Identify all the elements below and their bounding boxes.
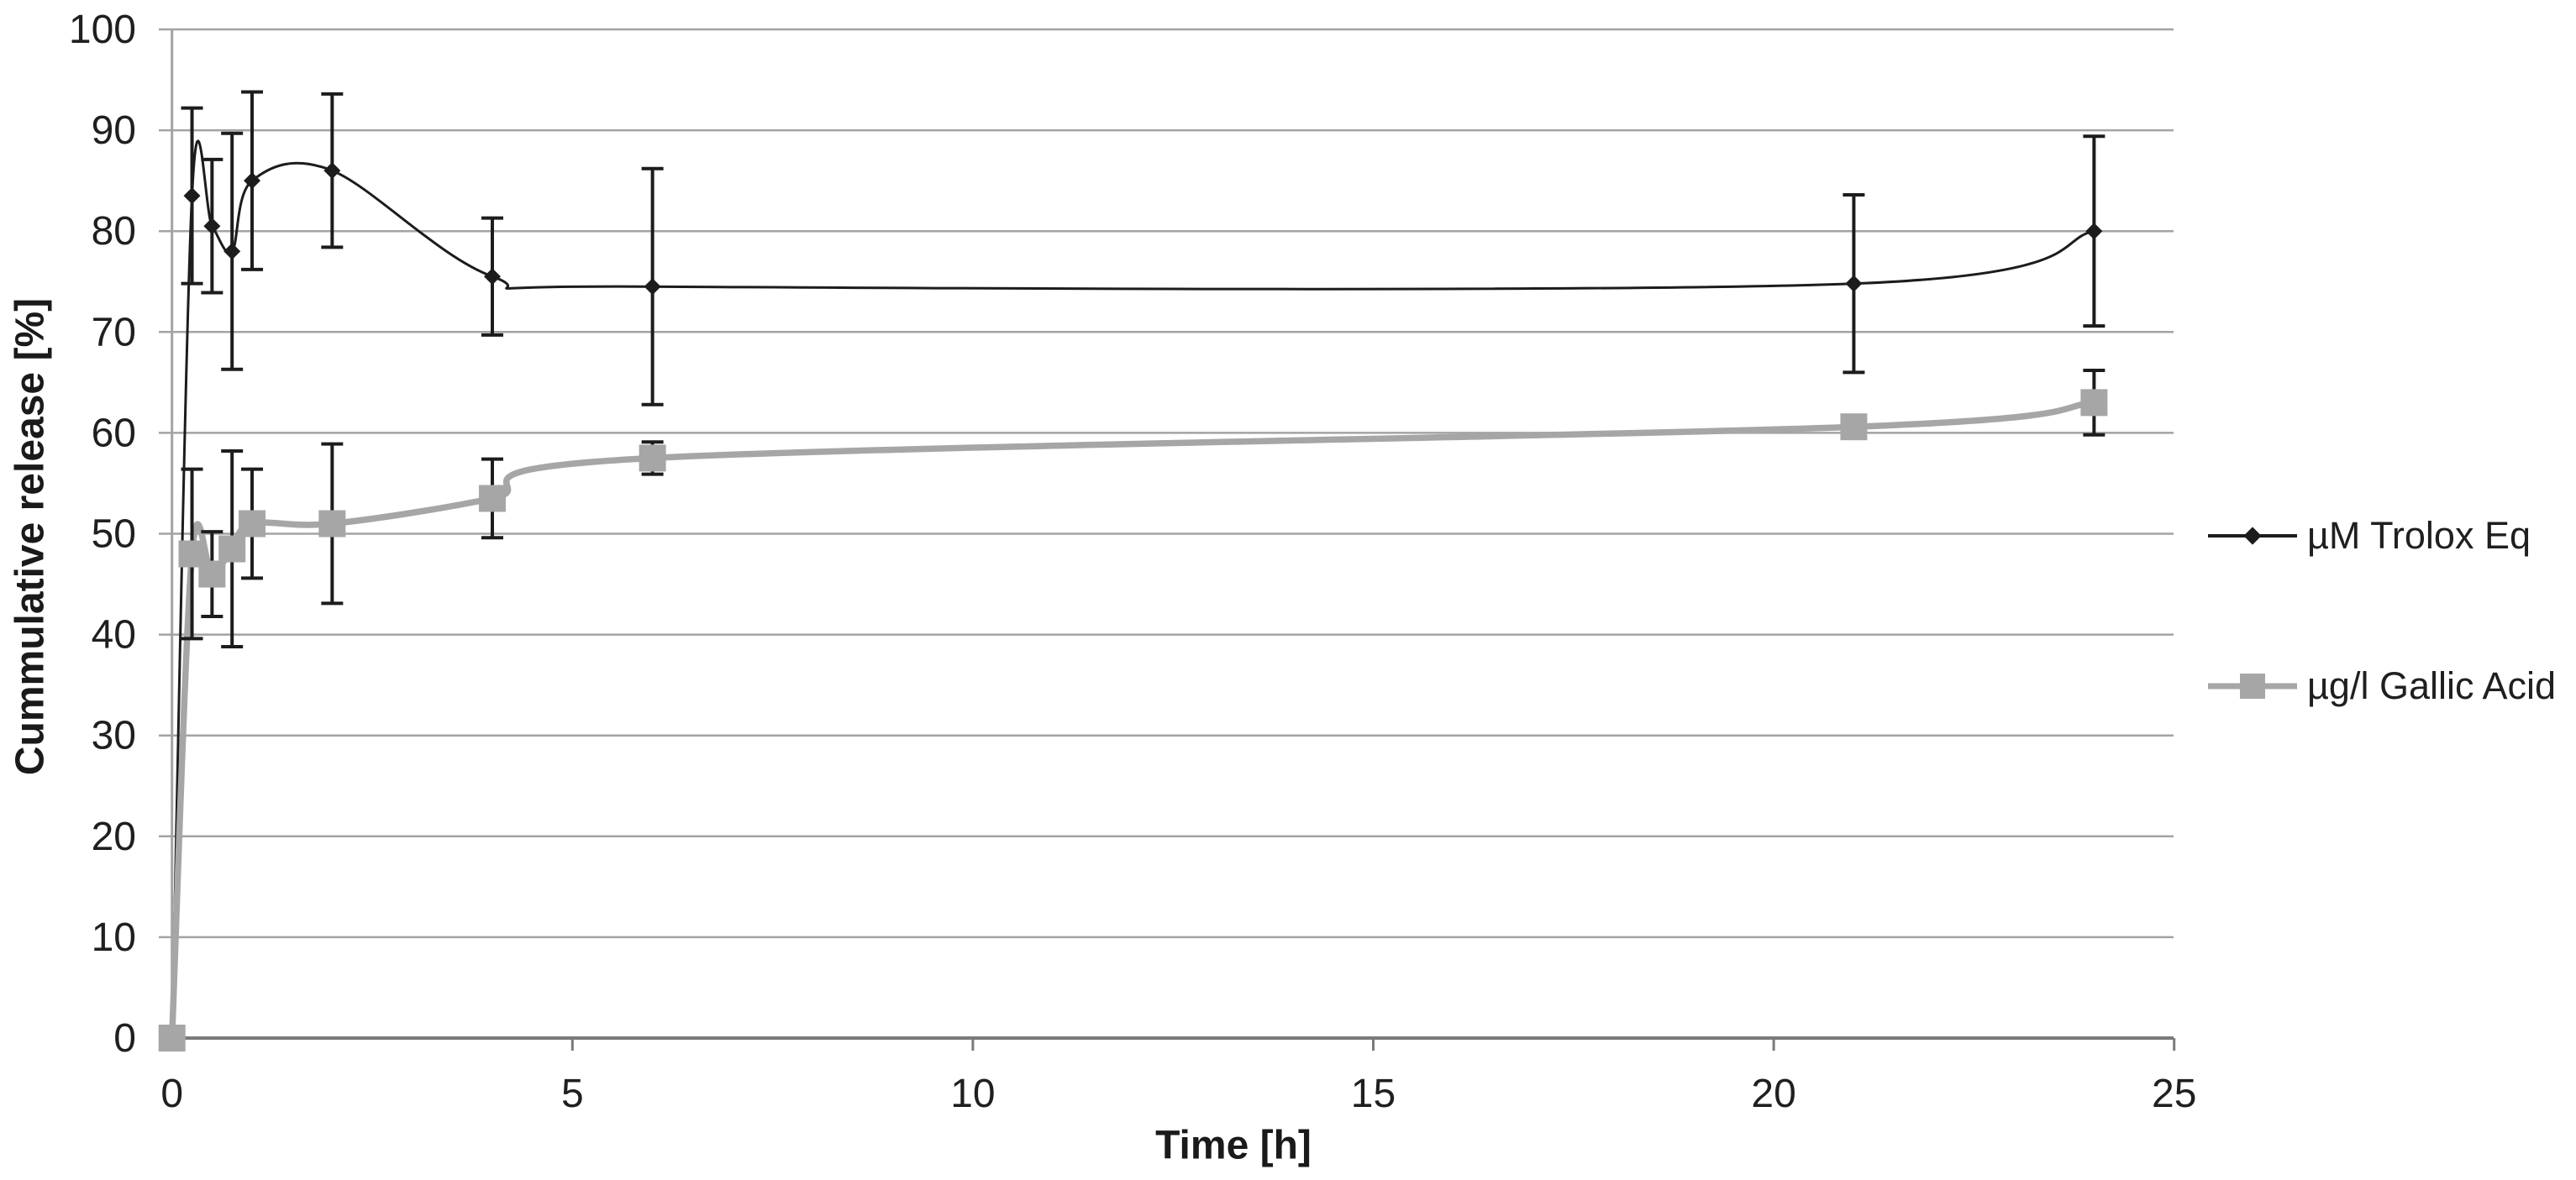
diamond-marker-icon bbox=[483, 268, 501, 286]
diamond-marker-icon bbox=[183, 187, 201, 205]
diamond-marker-icon bbox=[644, 278, 661, 296]
y-tick-label: 0 bbox=[113, 1016, 136, 1061]
x-tick-label: 0 bbox=[160, 1072, 183, 1116]
y-tick-label: 30 bbox=[92, 714, 136, 758]
y-tick-label: 80 bbox=[92, 209, 136, 254]
y-tick-label: 60 bbox=[92, 411, 136, 455]
x-axis-title: Time [h] bbox=[1155, 1123, 1312, 1168]
legend-label-gallic: µg/l Gallic Acid bbox=[2307, 664, 2557, 707]
diamond-marker-icon bbox=[244, 172, 261, 190]
diamond-marker-icon bbox=[323, 162, 341, 180]
x-tick-label: 25 bbox=[2152, 1072, 2196, 1116]
y-tick-label: 20 bbox=[92, 815, 136, 859]
square-marker-icon bbox=[639, 444, 666, 472]
square-marker-icon bbox=[478, 485, 506, 512]
series-trolox-markers bbox=[163, 162, 2103, 1046]
y-tick-label: 10 bbox=[92, 915, 136, 960]
diamond-marker-icon bbox=[2085, 223, 2103, 240]
square-marker-icon bbox=[1840, 413, 1868, 441]
series-gallic-line bbox=[168, 399, 2095, 1039]
legend-label-trolox: µM Trolox Eq bbox=[2307, 514, 2531, 557]
series-trolox-error-bars bbox=[181, 90, 2105, 406]
diamond-marker-icon bbox=[1845, 275, 1863, 292]
x-tick-labels: 0 5 10 15 20 25 bbox=[160, 1072, 2196, 1116]
x-tick-label: 5 bbox=[561, 1072, 584, 1116]
gallic-line-marker-icon bbox=[2208, 661, 2297, 711]
x-tick-label: 10 bbox=[950, 1072, 995, 1116]
y-tick-label: 90 bbox=[92, 108, 136, 153]
series-gallic-markers bbox=[158, 389, 2108, 1052]
square-marker-icon bbox=[2080, 389, 2108, 417]
square-marker-icon bbox=[318, 510, 346, 538]
square-marker-icon bbox=[218, 535, 246, 563]
diamond-marker-icon bbox=[203, 218, 221, 235]
y-axis-title: Cummulative release [%] bbox=[8, 297, 53, 776]
axes bbox=[159, 29, 2176, 1051]
series-trolox-line bbox=[171, 139, 2095, 1039]
y-tick-label: 40 bbox=[92, 613, 136, 658]
square-marker-icon bbox=[198, 560, 226, 588]
x-tick-label: 15 bbox=[1351, 1072, 1396, 1116]
trolox-line-marker-icon bbox=[2208, 511, 2297, 561]
y-tick-label: 70 bbox=[92, 310, 136, 354]
y-tick-label: 100 bbox=[69, 8, 136, 52]
y-tick-labels: 0 10 20 30 40 50 60 70 80 90 100 bbox=[69, 8, 136, 1061]
legend-item-gallic: µg/l Gallic Acid bbox=[2208, 661, 2556, 711]
square-marker-icon bbox=[239, 510, 266, 538]
x-tick-label: 20 bbox=[1751, 1072, 1795, 1116]
legend-item-trolox: µM Trolox Eq bbox=[2208, 511, 2531, 561]
y-tick-label: 50 bbox=[92, 512, 136, 557]
gridlines bbox=[159, 28, 2174, 939]
square-marker-icon bbox=[158, 1025, 186, 1052]
series-gallic-error-bars bbox=[181, 368, 2105, 649]
diamond-marker-icon bbox=[223, 243, 241, 260]
